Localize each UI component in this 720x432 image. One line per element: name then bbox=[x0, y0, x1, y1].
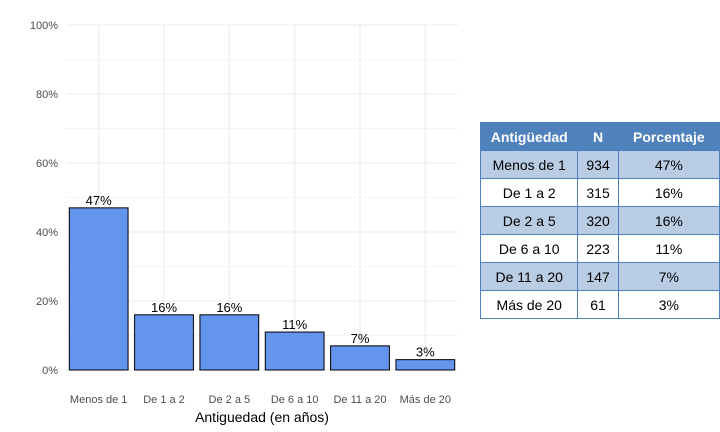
table-cell-antiguedad: De 6 a 10 bbox=[479, 234, 579, 263]
data-label: 16% bbox=[151, 300, 177, 315]
table-row: De 1 a 2 315 16% bbox=[479, 178, 720, 207]
table-cell-antiguedad: De 11 a 20 bbox=[479, 262, 579, 291]
table-cell-porcentaje: 7% bbox=[617, 262, 720, 291]
table-cell-porcentaje: 47% bbox=[617, 150, 720, 179]
table-row: De 2 a 5 320 16% bbox=[479, 206, 720, 235]
table-cell-antiguedad: De 2 a 5 bbox=[479, 206, 579, 235]
table-row: De 11 a 20 147 7% bbox=[479, 262, 720, 291]
column-header-porcentaje: Porcentaje bbox=[617, 122, 720, 151]
table-cell-porcentaje: 11% bbox=[617, 234, 720, 263]
x-tick-label: Más de 20 bbox=[400, 394, 451, 406]
y-tick-label: 20% bbox=[36, 296, 58, 308]
table-cell-n: 223 bbox=[577, 234, 619, 263]
data-label: 16% bbox=[216, 300, 242, 315]
bar-chart-panel: 0% 20% 40% 60% 80% 100% 47% Menos de 1 16% De 1 a… bbox=[30, 20, 458, 425]
y-tick-label: 100% bbox=[30, 20, 58, 32]
bar-chart: 0% 20% 40% 60% 80% 100% 47% Menos de 1 16% De 1 a… bbox=[30, 20, 458, 425]
y-tick-label: 0% bbox=[42, 365, 58, 377]
data-label: 47% bbox=[86, 193, 112, 208]
y-tick-label: 40% bbox=[36, 227, 58, 239]
table-row: Más de 20 61 3% bbox=[479, 290, 720, 319]
x-tick-label: De 1 a 2 bbox=[143, 394, 185, 406]
x-tick-label: De 2 a 5 bbox=[209, 394, 251, 406]
table-row: De 6 a 10 223 11% bbox=[479, 234, 720, 263]
column-header-antiguedad: Antigüedad bbox=[479, 122, 579, 151]
table-cell-antiguedad: Más de 20 bbox=[479, 290, 579, 319]
table-row: Menos de 1 934 47% bbox=[479, 150, 720, 179]
bar bbox=[330, 345, 390, 371]
table-header-row: Antigüedad N Porcentaje bbox=[479, 122, 720, 151]
table-cell-n: 61 bbox=[577, 290, 619, 319]
data-label: 11% bbox=[282, 317, 307, 332]
data-label: 3% bbox=[416, 345, 435, 360]
table-cell-porcentaje: 16% bbox=[617, 178, 720, 207]
summary-table: Antigüedad N Porcentaje Menos de 1 934 4… bbox=[479, 122, 720, 319]
table-cell-n: 320 bbox=[577, 206, 619, 235]
table-cell-antiguedad: De 1 a 2 bbox=[479, 178, 579, 207]
table-cell-antiguedad: Menos de 1 bbox=[479, 150, 579, 179]
x-tick-label: De 6 a 10 bbox=[271, 394, 319, 406]
y-tick-label: 80% bbox=[36, 89, 58, 101]
x-tick-label: Menos de 1 bbox=[70, 394, 127, 406]
table-cell-n: 934 bbox=[577, 150, 619, 179]
data-label: 7% bbox=[351, 331, 370, 346]
column-header-n: N bbox=[577, 122, 619, 151]
table-cell-n: 315 bbox=[577, 178, 619, 207]
bar bbox=[199, 314, 260, 371]
x-tick-label: De 11 a 20 bbox=[333, 394, 386, 406]
bar bbox=[134, 314, 194, 371]
y-tick-label: 60% bbox=[36, 158, 58, 170]
bar bbox=[68, 207, 129, 371]
table-cell-porcentaje: 3% bbox=[617, 290, 720, 319]
table-cell-n: 147 bbox=[577, 262, 619, 291]
bar bbox=[264, 331, 325, 371]
bar bbox=[395, 359, 456, 371]
x-axis-title: Antiguedad (en años) bbox=[195, 409, 329, 425]
table-cell-porcentaje: 16% bbox=[617, 206, 720, 235]
